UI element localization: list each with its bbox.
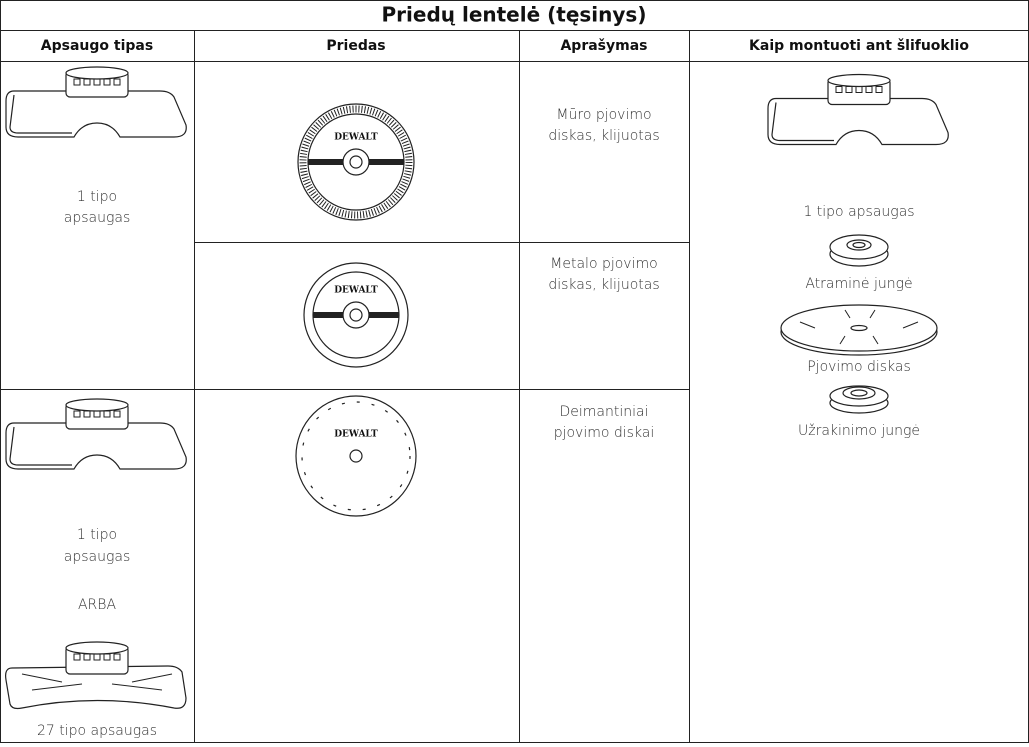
guard-label: 1 tipo: [77, 189, 117, 205]
disc-logo: DEWALT: [334, 286, 378, 296]
guard-illustration: [4, 641, 187, 710]
masonry-disc: DEWALT: [297, 103, 415, 221]
column-header: Kaip montuoti ant šlifuoklio: [749, 38, 969, 54]
column-header: Apsaugo tipas: [41, 38, 153, 54]
guard-label: 1 tipo: [77, 527, 117, 543]
guard-label: 27 tipo apsaugas: [37, 723, 157, 739]
column-header: Aprašymas: [560, 38, 647, 54]
description: diskas, klijuotas: [548, 128, 659, 144]
backing-flange: [829, 234, 889, 267]
description: Metalo pjovimo: [550, 256, 657, 272]
guard-label: ARBA: [78, 597, 116, 613]
description: diskas, klijuotas: [548, 277, 659, 293]
disc-logo: DEWALT: [334, 133, 378, 143]
guard-illustration: [5, 66, 187, 138]
guard-label: apsaugas: [64, 210, 131, 226]
mounting-step: 1 tipo apsaugas: [803, 204, 914, 220]
metal-disc: DEWALT: [303, 262, 409, 368]
mounting-step: Pjovimo diskas: [807, 359, 911, 375]
column-header: Priedas: [326, 38, 385, 54]
disc-logo: DEWALT: [334, 430, 378, 440]
guard-label: apsaugas: [64, 549, 131, 565]
description: Deimantiniai: [560, 404, 649, 420]
mounting-step: Užrakinimo jungė: [798, 423, 920, 439]
guard-illustration: [767, 73, 949, 146]
guard-illustration: [5, 398, 187, 470]
cutting-disc: [780, 304, 938, 356]
diamond-disc: DEWALT: [295, 395, 417, 517]
description: Mūro pjovimo: [556, 107, 651, 123]
table-title: Priedų lentelė (tęsinys): [382, 3, 647, 27]
description: pjovimo diskai: [554, 425, 655, 441]
mounting-step: Atraminė jungė: [805, 276, 912, 292]
lock-nut: [829, 385, 889, 414]
